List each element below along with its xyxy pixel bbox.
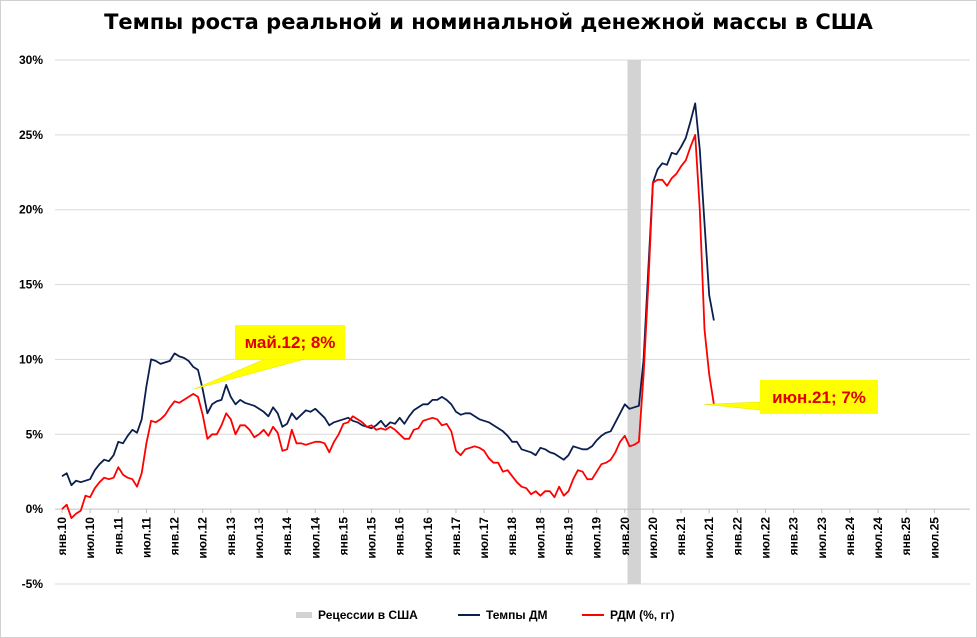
- annotations: май.12; 8% июн.21; 7%: [193, 325, 878, 414]
- x-tick-label: янв.23: [787, 517, 801, 556]
- x-tick-label: июл.18: [533, 517, 547, 559]
- callout-label: июн.21; 7%: [772, 388, 866, 407]
- x-tick-label: июл.25: [927, 517, 941, 559]
- callout-1: май.12; 8%: [193, 325, 345, 390]
- x-tick-label: янв.10: [55, 517, 69, 556]
- y-tick-label: 0%: [26, 502, 44, 516]
- x-tick-label: янв.18: [505, 517, 519, 556]
- x-tick-label: янв.20: [618, 517, 632, 556]
- y-tick-label: 30%: [19, 53, 43, 67]
- legend-label-dm: Темпы ДМ: [486, 608, 548, 622]
- x-tick-label: июл.19: [590, 517, 604, 559]
- x-tick-label: июл.13: [252, 517, 266, 559]
- x-tick-label: янв.13: [224, 517, 238, 556]
- x-tick-label: июл.17: [477, 517, 491, 559]
- series-layer: [61, 102, 715, 519]
- legend-label-recession: Рецессии в США: [318, 608, 418, 622]
- x-tick-label: июл.12: [196, 517, 210, 559]
- x-tick-label: янв.11: [111, 517, 125, 555]
- recession-band: [627, 60, 641, 584]
- chart-title: Темпы роста реальной и номинальной денеж…: [104, 10, 873, 34]
- x-tick-label: янв.24: [843, 517, 857, 556]
- x-tick-label: июл.24: [871, 517, 885, 559]
- y-tick-label: 20%: [19, 203, 43, 217]
- x-tick-label: янв.16: [393, 517, 407, 556]
- y-tick-label: -5%: [22, 577, 44, 591]
- x-tick-label: июл.11: [139, 517, 153, 558]
- callout-label: май.12; 8%: [245, 333, 336, 352]
- x-tick-label: июл.15: [365, 517, 379, 559]
- x-tick-label: июл.10: [83, 517, 97, 559]
- series-line-dm: [61, 102, 715, 487]
- x-tick-label: июл.16: [421, 517, 435, 559]
- y-tick-label: 10%: [19, 352, 43, 366]
- x-tick-label: янв.19: [562, 517, 576, 556]
- x-tick-label: янв.12: [168, 517, 182, 556]
- legend-label-rdm: РДМ (%, гг): [610, 608, 674, 622]
- callout-2: июн.21; 7%: [704, 380, 878, 414]
- x-tick-label: июл.21: [702, 517, 716, 559]
- x-tick-label: янв.25: [899, 517, 913, 556]
- x-tick-label: янв.21: [674, 517, 688, 556]
- y-tick-label: 5%: [26, 427, 44, 441]
- recession-layer: [627, 60, 641, 584]
- x-tick-label: янв.14: [280, 517, 294, 556]
- x-tick-label: июл.23: [815, 517, 829, 559]
- legend: Рецессии в США Темпы ДМ РДМ (%, гг): [296, 608, 674, 622]
- callout-pointer: [193, 358, 306, 390]
- callout-box: [760, 380, 878, 414]
- callout-box: [235, 325, 345, 359]
- x-tick-label: янв.22: [730, 517, 744, 556]
- x-tick-label: июл.22: [759, 517, 773, 559]
- axes: -5% 0% 5% 10% 15% 20% 25% 30% янв.10 июл.10 янв.11…: [19, 53, 970, 591]
- y-tick-label: 15%: [19, 278, 43, 292]
- x-tick-label: июл.14: [308, 517, 322, 559]
- x-tick-label: июл.20: [646, 517, 660, 559]
- series-line-rdm: [61, 133, 715, 519]
- gridlines: [55, 59, 970, 585]
- legend-swatch-recession: [296, 612, 312, 618]
- x-tick-label: янв.15: [336, 517, 350, 556]
- x-tick-label: янв.17: [449, 517, 463, 556]
- y-tick-label: 25%: [19, 128, 43, 142]
